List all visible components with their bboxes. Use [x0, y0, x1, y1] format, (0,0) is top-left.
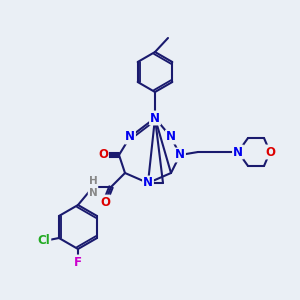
- Text: N: N: [143, 176, 153, 190]
- Text: O: O: [100, 196, 110, 208]
- Text: N: N: [233, 146, 243, 158]
- Text: O: O: [98, 148, 108, 161]
- Text: O: O: [265, 146, 275, 158]
- Text: N: N: [166, 130, 176, 143]
- Text: F: F: [74, 256, 82, 268]
- Text: H
N: H N: [88, 176, 98, 198]
- Text: N: N: [175, 148, 185, 161]
- Text: Cl: Cl: [38, 235, 50, 248]
- Text: N: N: [150, 112, 160, 124]
- Text: N: N: [125, 130, 135, 143]
